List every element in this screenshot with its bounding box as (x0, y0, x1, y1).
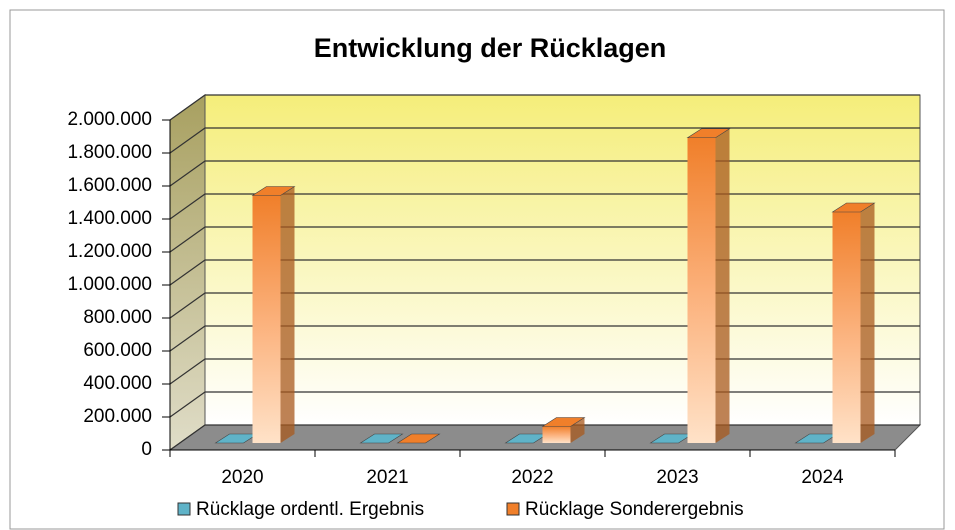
bar-top (251, 186, 296, 196)
bar (396, 433, 441, 444)
y-tick-label: 1.200.000 (67, 241, 152, 262)
bar-front (832, 212, 861, 443)
grid-line (169, 127, 920, 154)
x-tick-label: 2022 (511, 467, 553, 488)
bar-top (396, 433, 441, 444)
y-tick-label: 1.000.000 (67, 274, 152, 295)
bar-side (715, 128, 730, 443)
grid-line (169, 424, 920, 451)
bar (541, 417, 586, 443)
y-tick-label: 800.000 (83, 307, 152, 328)
bar-top (359, 433, 404, 444)
y-tick-label: 200.000 (83, 406, 152, 427)
bar-top (541, 417, 586, 427)
grid-line (169, 391, 920, 418)
legend-label: Rücklage Sonderergebnis (525, 499, 744, 520)
y-tick-label: 1.600.000 (67, 175, 152, 196)
legend-swatch (506, 502, 520, 516)
y-tick-label: 1.800.000 (67, 142, 152, 163)
bar (359, 433, 404, 444)
bar (686, 128, 731, 443)
bar-side (860, 203, 875, 443)
x-tick-label: 2024 (801, 467, 844, 488)
y-tick-label: 1.400.000 (67, 208, 152, 229)
x-tick-label: 2020 (221, 467, 263, 488)
x-tick-label: 2021 (366, 467, 408, 488)
x-tick-label: 2023 (656, 467, 698, 488)
bar-top (831, 202, 876, 213)
grid-line (169, 226, 920, 253)
bar-front (252, 195, 281, 443)
grid-line (169, 358, 920, 385)
grid-line (169, 193, 920, 220)
bar-front (687, 137, 716, 443)
chart-title: Entwicklung der Rücklagen (314, 33, 667, 63)
y-tick-label: 400.000 (83, 373, 152, 394)
y-tick-label: 0 (141, 439, 152, 460)
grid-line (169, 259, 920, 286)
bar-top (686, 128, 731, 139)
grid-line (169, 160, 920, 187)
y-tick-label: 2.000.000 (67, 109, 152, 130)
legend-swatch (177, 502, 191, 516)
bar (251, 186, 296, 443)
bar-front (542, 426, 571, 443)
legend-label: Rücklage ordentl. Ergebnis (196, 499, 424, 520)
bar-side (280, 186, 295, 443)
grid-line (169, 94, 920, 121)
grid-line (169, 325, 920, 352)
bar-side (570, 417, 585, 443)
y-tick-label: 600.000 (83, 340, 152, 361)
bar (831, 202, 876, 443)
grid-line (169, 292, 920, 319)
